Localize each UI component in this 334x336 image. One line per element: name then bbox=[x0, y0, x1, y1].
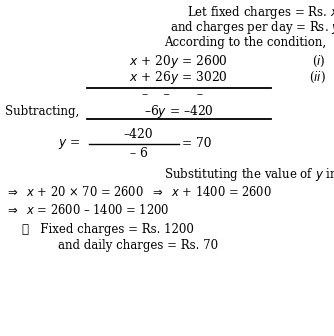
Text: –420: –420 bbox=[124, 128, 153, 141]
Text: $\Rightarrow$  $x$ = 2600 – 1400 = 1200: $\Rightarrow$ $x$ = 2600 – 1400 = 1200 bbox=[5, 203, 169, 217]
Text: ($i$): ($i$) bbox=[312, 54, 326, 69]
Text: ($ii$): ($ii$) bbox=[309, 71, 326, 85]
Text: and charges per day = Rs. $y$: and charges per day = Rs. $y$ bbox=[170, 19, 334, 36]
Text: –6$y$ = –420: –6$y$ = –420 bbox=[144, 103, 214, 120]
Text: –    –       –: – – – bbox=[142, 88, 202, 101]
Text: $y$ =: $y$ = bbox=[58, 137, 81, 151]
Text: ∴   Fixed charges = Rs. 1200: ∴ Fixed charges = Rs. 1200 bbox=[22, 223, 194, 236]
Text: and daily charges = Rs. 70: and daily charges = Rs. 70 bbox=[58, 240, 218, 252]
Text: $x$ + 26$y$ = 3020: $x$ + 26$y$ = 3020 bbox=[129, 70, 228, 86]
Text: $x$ + 20$y$ = 2600: $x$ + 20$y$ = 2600 bbox=[129, 53, 228, 70]
Text: Substituting the value of $y$ in ($i$): Substituting the value of $y$ in ($i$) bbox=[164, 166, 334, 183]
Text: $\Rightarrow$  $x$ + 20 × 70 = 2600  $\Rightarrow$  $x$ + 1400 = 2600: $\Rightarrow$ $x$ + 20 × 70 = 2600 $\Rig… bbox=[5, 185, 272, 199]
Text: = 70: = 70 bbox=[182, 137, 211, 150]
Text: Subtracting,: Subtracting, bbox=[5, 105, 79, 118]
Text: According to the condition,: According to the condition, bbox=[164, 36, 326, 49]
Text: Let fixed charges = Rs. $x$: Let fixed charges = Rs. $x$ bbox=[187, 4, 334, 21]
Text: – 6: – 6 bbox=[130, 148, 148, 160]
